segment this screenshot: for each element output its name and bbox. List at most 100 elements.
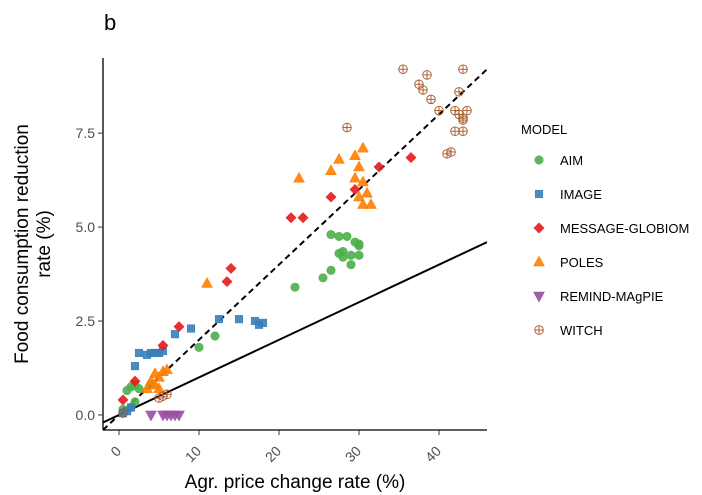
data-point-image [170, 330, 180, 339]
series-remind-magpie [145, 410, 185, 422]
data-point-poles [349, 149, 361, 160]
data-point-message-globiom [225, 262, 237, 274]
data-point-aim [338, 247, 348, 257]
data-point-message-globiom [349, 183, 361, 196]
data-point-message-globiom [157, 339, 169, 352]
data-point-image [126, 403, 136, 412]
data-point-witch [418, 85, 428, 95]
legend-item-message-globiom: MESSAGE-GLOBIOM [533, 221, 689, 236]
data-point-poles [357, 141, 369, 153]
legend-label: MESSAGE-GLOBIOM [560, 221, 689, 236]
data-point-aim [354, 250, 364, 260]
legend-marker [534, 325, 544, 335]
data-point-witch [162, 389, 172, 400]
data-point-aim [354, 239, 364, 249]
data-point-poles [325, 164, 337, 175]
legend-item-poles: POLES [533, 255, 604, 270]
data-point-message-globiom [129, 375, 141, 387]
data-point-witch [462, 105, 472, 116]
data-point-image [234, 315, 244, 324]
data-point-message-globiom [373, 161, 385, 173]
legend-marker [533, 255, 545, 267]
data-point-message-globiom [297, 212, 309, 224]
data-point-aim [346, 250, 356, 260]
legend-label: AIM [560, 153, 583, 168]
data-point-witch [414, 79, 424, 90]
data-point-witch [458, 126, 468, 137]
legend-label: POLES [560, 255, 604, 270]
data-point-poles [293, 171, 305, 183]
data-point-remind-magpie [145, 410, 157, 422]
data-point-witch [342, 122, 352, 133]
x-tick-label: 30 [342, 443, 364, 465]
data-point-aim [326, 265, 336, 275]
y-tick-label: 2.5 [76, 313, 96, 329]
data-point-poles [153, 370, 165, 382]
data-point-aim [346, 260, 356, 270]
legend-marker [534, 189, 544, 199]
data-point-message-globiom [325, 191, 337, 203]
legend-label: REMIND-MAgPIE [560, 289, 664, 304]
data-point-witch [422, 70, 432, 80]
data-point-poles [333, 152, 345, 164]
data-point-message-globiom [221, 276, 233, 288]
plot-area: 0 10 20 30 40 0.0 2.5 5.0 7.5 [76, 58, 487, 465]
data-point-poles [357, 175, 369, 187]
data-point-aim [134, 384, 144, 394]
x-axis-ticks: 0 10 20 30 40 [107, 430, 444, 465]
legend-label: WITCH [560, 323, 603, 338]
data-point-poles [365, 198, 377, 209]
legend-label: IMAGE [560, 187, 602, 202]
y-tick-label: 5.0 [76, 219, 96, 235]
data-point-aim [342, 231, 352, 241]
series-witch [118, 64, 472, 418]
data-point-witch [118, 408, 128, 418]
y-axis-title-line1: Food consumption reduction [12, 124, 33, 364]
x-tick-label: 20 [262, 443, 284, 465]
data-point-poles [141, 382, 153, 393]
legend-item-remind-magpie: REMIND-MAgPIE [533, 289, 664, 304]
series-poles [141, 141, 377, 393]
data-point-poles [357, 198, 369, 209]
data-point-witch [434, 105, 444, 116]
x-tick-label: 10 [182, 443, 204, 465]
data-point-poles [153, 382, 165, 393]
panel-label: b [104, 10, 116, 35]
data-points [117, 64, 472, 422]
y-tick-label: 7.5 [76, 125, 96, 141]
legend: MODEL AIM IMAGE MESSAGE-GLOBIOM POLES REMIND… [521, 122, 689, 338]
y-axis-ticks: 0.0 2.5 5.0 7.5 [76, 125, 103, 423]
data-point-image [186, 324, 196, 333]
data-point-witch [458, 64, 468, 75]
data-point-aim [326, 230, 336, 240]
data-point-witch [450, 126, 460, 137]
data-point-aim [318, 273, 328, 283]
data-point-witch [446, 147, 456, 157]
data-point-witch [454, 87, 464, 97]
data-point-message-globiom [405, 152, 417, 164]
solid-reference-line [103, 241, 487, 424]
data-point-witch [426, 94, 436, 105]
data-point-poles [201, 276, 213, 288]
legend-item-image: IMAGE [534, 187, 602, 202]
data-point-image [130, 362, 140, 371]
data-point-witch [398, 64, 408, 75]
y-axis-title: Food consumption reduction rate (%) [12, 124, 55, 364]
data-point-aim [194, 342, 204, 352]
data-point-message-globiom [285, 212, 297, 224]
legend-marker [533, 222, 545, 234]
data-point-aim [334, 231, 344, 241]
data-point-poles [353, 160, 365, 172]
data-point-message-globiom [173, 321, 185, 333]
data-point-message-globiom [117, 394, 129, 406]
data-point-poles [361, 186, 373, 198]
y-tick-label: 0.0 [76, 407, 96, 423]
data-point-witch [458, 113, 468, 123]
legend-item-witch: WITCH [534, 323, 603, 338]
legend-marker [534, 155, 544, 165]
legend-items: AIM IMAGE MESSAGE-GLOBIOM POLES REMIND-MAgPI… [533, 153, 689, 338]
x-axis-title: Agr. price change rate (%) [185, 472, 406, 493]
data-point-image [258, 318, 268, 327]
data-point-aim [290, 282, 300, 292]
